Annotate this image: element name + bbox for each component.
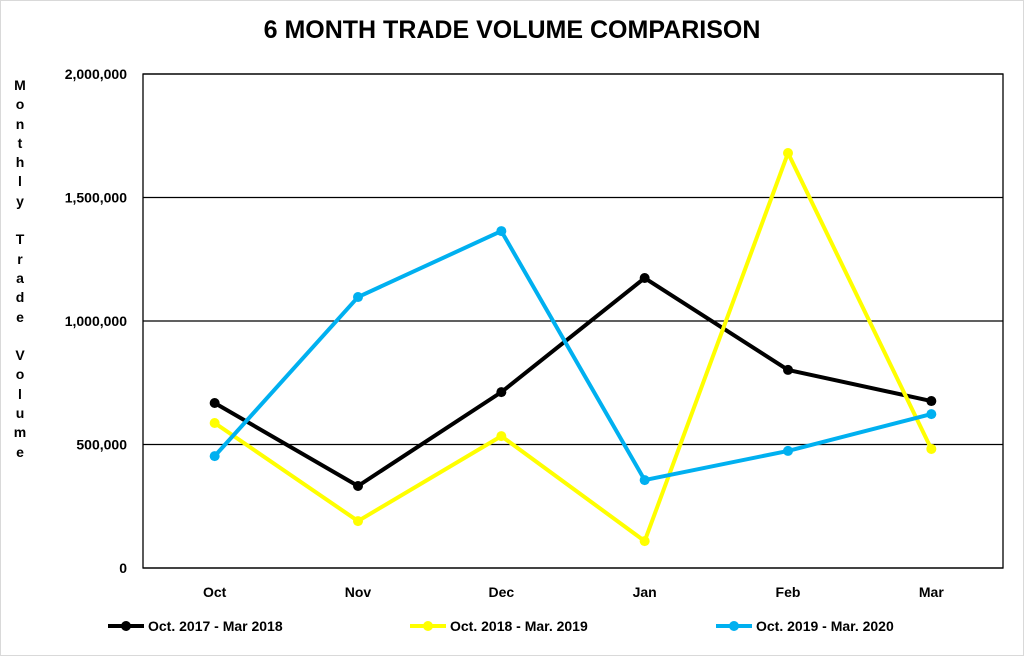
- y-axis-label-letter: a: [16, 269, 24, 286]
- y-axis-label-letter: M: [14, 77, 26, 93]
- y-axis-label-letter: h: [15, 154, 25, 171]
- series-line-2: [213, 229, 932, 483]
- y-tick-label: 0: [119, 560, 127, 576]
- legend-item: Oct. 2017 - Mar 2018: [108, 618, 283, 634]
- y-axis-label-letter: o: [15, 366, 25, 383]
- data-point: [926, 396, 937, 407]
- x-tick-label: Nov: [345, 584, 372, 600]
- data-point: [783, 364, 793, 375]
- data-point: [926, 409, 937, 420]
- y-axis-label-letter: u: [15, 405, 25, 422]
- data-point: [639, 475, 650, 486]
- data-point: [209, 451, 220, 462]
- y-axis-label-letter: T: [15, 231, 25, 248]
- x-tick-label: Oct: [203, 584, 227, 600]
- y-tick-label: 2,000,000: [65, 66, 127, 82]
- legend-label: Oct. 2018 - Mar. 2019: [450, 618, 588, 634]
- y-tick-label: 1,500,000: [65, 190, 127, 206]
- y-axis-label-letter: o: [15, 96, 25, 113]
- y-axis-label-letter: e: [16, 443, 24, 460]
- data-point: [783, 148, 793, 159]
- legend-item: Oct. 2019 - Mar. 2020: [716, 618, 894, 634]
- data-point: [496, 387, 507, 398]
- chart-title: 6 MONTH TRADE VOLUME COMPARISON: [263, 16, 761, 44]
- data-point: [926, 443, 937, 454]
- legend-label: Oct. 2019 - Mar. 2020: [756, 618, 894, 634]
- legend: Oct. 2017 - Mar 2018 Oct. 2018 - Mar. 201…: [0, 618, 1024, 642]
- y-axis-label-letter: d: [15, 289, 25, 306]
- data-point: [209, 398, 220, 409]
- y-axis-label-letter: n: [15, 115, 25, 132]
- data-point: [783, 445, 793, 456]
- y-axis-label-letter: e: [16, 308, 24, 325]
- legend-marker-icon: [716, 621, 752, 631]
- y-tick-label: 1,000,000: [65, 313, 127, 329]
- y-axis-label-letter: m: [13, 424, 27, 441]
- data-point: [353, 516, 363, 527]
- legend-item: Oct. 2018 - Mar. 2019: [410, 618, 588, 634]
- y-tick-label: 500,000: [76, 437, 127, 453]
- x-tick-label: Mar: [919, 584, 944, 600]
- y-axis-label-letter: y: [16, 192, 24, 209]
- data-point: [209, 418, 220, 429]
- y-axis-label-letter: V: [15, 347, 25, 364]
- data-point: [639, 536, 650, 547]
- x-tick-label: Jan: [633, 584, 657, 600]
- legend-marker-icon: [108, 621, 144, 631]
- data-point: [496, 431, 507, 442]
- data-point: [496, 226, 507, 237]
- series-line-1: [213, 151, 934, 544]
- x-tick-label: Dec: [488, 584, 514, 600]
- legend-marker-icon: [410, 621, 446, 631]
- plot-border: [142, 73, 1004, 569]
- y-axis-label-letter: t: [17, 134, 23, 151]
- legend-label: Oct. 2017 - Mar 2018: [148, 618, 283, 634]
- data-point: [639, 273, 650, 284]
- y-axis-label-letter: l: [18, 385, 22, 402]
- data-point: [353, 292, 363, 303]
- x-tick-label: Feb: [776, 584, 801, 600]
- y-axis-label-letter: l: [18, 173, 22, 190]
- y-axis-label-letter: r: [17, 250, 23, 267]
- data-point: [353, 480, 363, 491]
- series-line-0: [213, 276, 932, 488]
